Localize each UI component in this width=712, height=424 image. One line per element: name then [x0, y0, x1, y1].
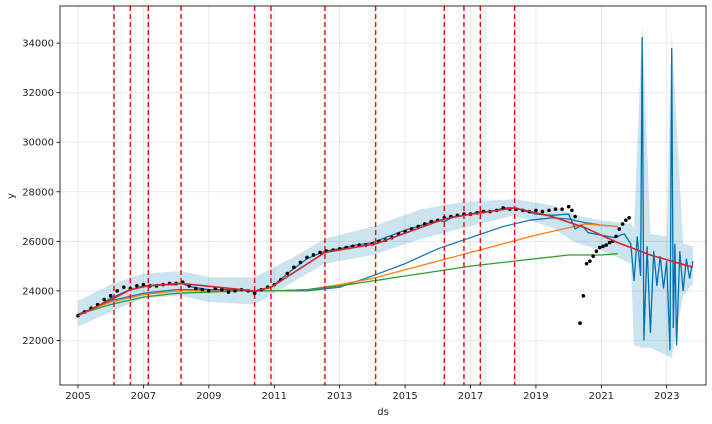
data-point [135, 284, 139, 288]
data-point [597, 245, 602, 250]
x-tick-label: 2019 [523, 391, 548, 402]
data-point [422, 222, 427, 226]
x-tick-label: 2015 [392, 391, 417, 402]
data-point [285, 271, 290, 276]
data-point [298, 260, 303, 265]
changepoint-lines [113, 6, 516, 385]
x-tick-label: 2009 [196, 391, 221, 402]
x-tick-label: 2007 [131, 391, 156, 402]
plot-frame [59, 5, 707, 386]
x-tick-label: 2005 [65, 391, 90, 402]
trend-line [77, 207, 694, 317]
data-point [534, 208, 538, 213]
data-point [624, 218, 628, 223]
x-tick-label: 2023 [654, 391, 679, 402]
data-point [121, 285, 126, 289]
data-point [292, 265, 296, 270]
data-point [115, 289, 120, 293]
data-point [553, 207, 558, 211]
data-point [584, 261, 589, 266]
data-point [193, 286, 198, 291]
data-point [594, 249, 599, 254]
data-point [102, 297, 106, 302]
data-point [566, 204, 571, 209]
data-point [591, 254, 595, 258]
data-point [108, 294, 113, 298]
data-point [141, 282, 146, 287]
component-line-orange [77, 223, 618, 316]
y-axis-label: y [6, 193, 17, 199]
data-point [429, 219, 434, 224]
data-point [547, 208, 551, 213]
x-axis-ticks: 2005 2007 2009 2011 2013 2015 2017 2019 2021 2023 [65, 385, 679, 402]
y-tick-label: 34000 [22, 39, 54, 50]
y-tick-label: 22000 [22, 336, 54, 347]
y-tick-label: 28000 [22, 187, 54, 198]
data-point [252, 291, 257, 296]
x-axis-label: ds [377, 407, 389, 418]
data-point [226, 290, 231, 294]
data-point [573, 214, 577, 219]
y-tick-label: 32000 [22, 88, 54, 99]
data-point [207, 289, 211, 293]
grid [60, 6, 706, 385]
data-point [570, 208, 574, 213]
x-tick-label: 2013 [327, 391, 352, 402]
data-point [620, 222, 625, 226]
data-point [220, 287, 224, 292]
data-point [540, 209, 545, 214]
y-axis-ticks: 22000 24000 26000 28000 30000 32000 34000 [22, 39, 60, 347]
y-tick-label: 24000 [22, 286, 54, 297]
x-tick-label: 2017 [458, 391, 483, 402]
data-point [318, 250, 322, 255]
trend-path [77, 207, 694, 317]
y-tick-label: 30000 [22, 138, 54, 149]
data-point [588, 259, 592, 263]
x-tick-label: 2021 [589, 391, 614, 402]
component-line-green [77, 253, 618, 316]
data-point [627, 215, 631, 220]
data-point [311, 253, 316, 257]
data-point [614, 234, 618, 239]
x-tick-label: 2011 [262, 391, 287, 402]
data-point [305, 255, 309, 260]
data-point [233, 289, 237, 293]
data-point [560, 207, 564, 211]
data-point [604, 243, 609, 247]
data-point [617, 227, 622, 231]
data-point [200, 287, 205, 292]
data-point [578, 321, 582, 325]
y-tick-label: 26000 [22, 237, 54, 248]
plot-area [60, 6, 706, 385]
data-point [581, 294, 586, 298]
data-point [607, 240, 612, 245]
data-point [601, 244, 605, 249]
